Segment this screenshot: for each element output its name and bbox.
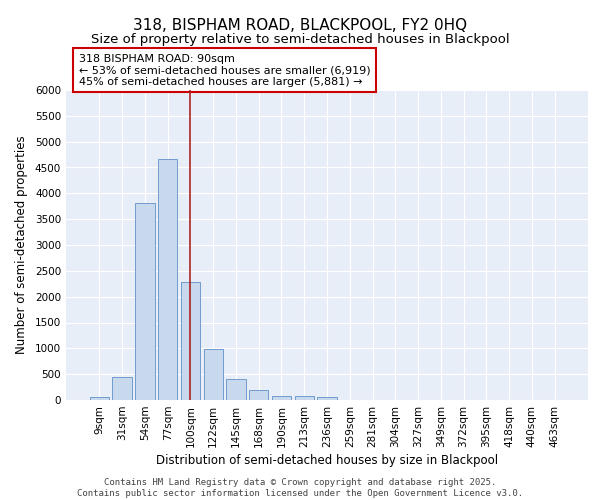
Bar (135, 202, 155, 400)
Bar (226, 379, 245, 400)
Text: Size of property relative to semi-detached houses in Blackpool: Size of property relative to semi-detach… (91, 32, 509, 46)
Bar (295, 396, 314, 400)
Y-axis label: Number of semi-detached properties: Number of semi-detached properties (15, 136, 28, 354)
Bar (181, 282, 200, 400)
Bar (90, 398, 109, 400)
Text: Contains HM Land Registry data © Crown copyright and database right 2025.
Contai: Contains HM Land Registry data © Crown c… (77, 478, 523, 498)
Text: 318 BISPHAM ROAD: 90sqm
← 53% of semi-detached houses are smaller (6,919)
45% of: 318 BISPHAM ROAD: 90sqm ← 53% of semi-de… (79, 54, 371, 87)
Bar (249, 390, 268, 400)
Bar (272, 396, 291, 400)
Bar (158, 158, 178, 400)
X-axis label: Distribution of semi-detached houses by size in Blackpool: Distribution of semi-detached houses by … (156, 454, 498, 467)
Bar (317, 397, 337, 400)
Bar (112, 378, 132, 400)
Bar (203, 349, 223, 400)
Text: 318, BISPHAM ROAD, BLACKPOOL, FY2 0HQ: 318, BISPHAM ROAD, BLACKPOOL, FY2 0HQ (133, 18, 467, 32)
